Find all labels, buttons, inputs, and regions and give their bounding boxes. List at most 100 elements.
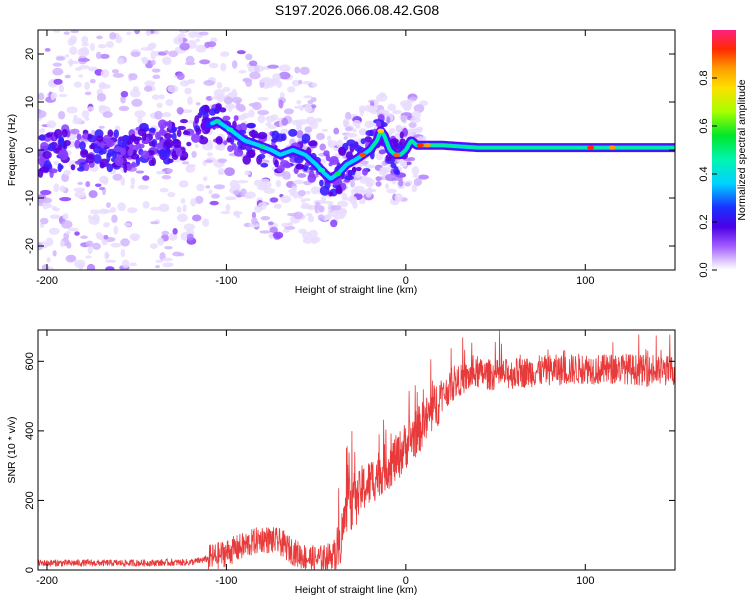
spectrogram-noise-blob xyxy=(121,259,130,269)
spectrogram-ridge-blob xyxy=(83,162,90,172)
spectrogram-noise-blob xyxy=(326,135,332,141)
spectrogram-ridge-blob xyxy=(57,137,65,146)
spectrogram-noise-blob xyxy=(394,193,403,203)
spectrogram-noise-blob xyxy=(162,262,173,268)
spectrogram-noise-blob xyxy=(43,197,52,204)
colorbar-tick-label: 0.6 xyxy=(698,118,710,133)
spectrogram-noise-blob xyxy=(245,78,253,87)
spectrogram-noise-blob xyxy=(281,170,291,180)
spectrogram-noise-blob xyxy=(158,170,166,175)
spectrogram-ridge-blob xyxy=(307,140,318,147)
spectrogram-noise-blob xyxy=(280,128,290,135)
spectrogram-noise-blob xyxy=(336,139,343,149)
spectrogram-noise-blob xyxy=(248,222,261,228)
spectrogram-ridge-blob xyxy=(77,166,86,172)
spectrogram-noise-blob xyxy=(52,250,57,257)
spectrogram-noise-blob xyxy=(55,56,66,61)
spectrogram-noise-blob xyxy=(183,80,195,85)
spectrogram-noise-blob xyxy=(65,231,71,235)
spectrogram-noise-blob xyxy=(305,212,313,217)
spectrogram-ridge-blob xyxy=(149,127,156,133)
y-tick-label-spec: -10 xyxy=(24,190,36,206)
spectrogram-noise-blob xyxy=(126,31,132,36)
spectrogram-peak-spot xyxy=(608,145,616,150)
spectrogram-noise-blob xyxy=(110,242,122,248)
spectrogram-noise-blob xyxy=(129,89,141,98)
spectrogram-noise-blob xyxy=(268,221,274,226)
spectrogram-noise-blob xyxy=(39,217,49,225)
spectrogram-noise-blob xyxy=(102,111,113,118)
spectrogram-heatmap xyxy=(38,30,675,270)
spectrogram-ridge-blob xyxy=(199,134,204,140)
x-tick-label-spec: 0 xyxy=(403,275,409,287)
spectrogram-ridge-blob xyxy=(288,128,298,137)
y-tick-label-spec: 10 xyxy=(24,96,36,108)
spectrogram-noise-blob xyxy=(120,95,126,104)
figure-title: S197.2026.066.08.42.G08 xyxy=(275,2,439,18)
spectrogram-peak-spot xyxy=(359,152,367,157)
spectrogram-noise-blob xyxy=(48,227,60,235)
spectrogram-noise-blob xyxy=(46,120,57,129)
spectrogram-noise-blob xyxy=(65,54,70,58)
spectrogram-noise-blob xyxy=(151,94,160,100)
spectrogram-noise-blob xyxy=(180,198,186,204)
spectrogram-noise-blob xyxy=(89,78,96,84)
spectrogram-noise-blob xyxy=(296,124,303,131)
spectrogram-noise-blob xyxy=(73,114,78,121)
snr-line xyxy=(38,330,675,570)
spectrogram-xlabel: Height of straight line (km) xyxy=(295,284,418,296)
spectrogram-ridge-blob xyxy=(270,138,279,143)
spectrogram-noise-blob xyxy=(50,93,56,101)
colorbar: 0.0 0.2 0.4 0.6 0.8 Normalized spectral ampl… xyxy=(698,30,748,278)
spectrogram-noise-blob xyxy=(73,81,82,88)
spectrogram-noise-blob xyxy=(86,263,96,270)
spectrogram-ridge-blob xyxy=(127,148,133,157)
y-tick-label-snr: 600 xyxy=(24,352,36,370)
spectrogram-noise-blob xyxy=(81,110,90,119)
spectrogram-noise-blob xyxy=(354,170,362,178)
spectrogram-noise-blob xyxy=(248,102,259,107)
spectrogram-noise-blob xyxy=(198,31,209,36)
spectrogram-noise-blob xyxy=(137,184,150,190)
spectrogram-noise-blob xyxy=(66,106,78,114)
spectrogram-noise-blob xyxy=(94,183,102,187)
spectrogram-ridge-blob xyxy=(336,184,342,194)
spectrogram-noise-blob xyxy=(259,230,271,234)
spectrogram-noise-blob xyxy=(207,41,217,48)
spectrogram-noise-blob xyxy=(117,57,125,65)
spectrogram-noise-blob xyxy=(185,55,195,65)
spectrogram-ridge-blob xyxy=(155,131,161,141)
spectrogram-noise-blob xyxy=(154,110,163,120)
spectrogram-ridge-blob xyxy=(157,142,164,147)
spectrogram-noise-blob xyxy=(39,189,52,196)
spectrogram-noise-blob xyxy=(104,259,117,263)
spectrogram-ridge-blob xyxy=(274,159,279,168)
spectrogram-noise-blob xyxy=(409,96,418,101)
spectrogram-noise-blob xyxy=(269,197,279,203)
spectrogram-noise-blob xyxy=(38,110,47,119)
spectrogram-ridge-blob xyxy=(117,138,122,146)
spectrogram-noise-blob xyxy=(184,87,192,95)
spectrogram-noise-blob xyxy=(67,60,80,65)
spectrogram-noise-blob xyxy=(78,74,84,78)
spectrogram-noise-blob xyxy=(151,68,161,73)
spectrogram-noise-blob xyxy=(172,228,178,235)
spectrogram-noise-blob xyxy=(233,211,243,215)
spectrogram-ridge-blob xyxy=(393,140,399,147)
spectrogram-noise-blob xyxy=(53,160,60,166)
spectrogram-ridge-blob xyxy=(399,131,404,139)
spectrogram-noise-blob xyxy=(237,105,246,112)
spectrogram-noise-blob xyxy=(89,209,101,215)
spectrogram-noise-blob xyxy=(330,205,342,211)
spectrogram-noise-blob xyxy=(44,47,51,52)
spectrogram-noise-blob xyxy=(298,228,307,234)
spectrogram-noise-blob xyxy=(392,109,403,115)
spectrogram-ridge-blob xyxy=(176,129,182,138)
spectrogram-noise-blob xyxy=(297,173,307,178)
spectrogram-noise-blob xyxy=(400,114,407,123)
spectrogram-noise-blob xyxy=(190,198,197,207)
spectrogram-ridge-blob xyxy=(111,150,117,159)
spectrogram-ridge-blob xyxy=(106,152,113,158)
spectrogram-noise-blob xyxy=(96,93,107,102)
